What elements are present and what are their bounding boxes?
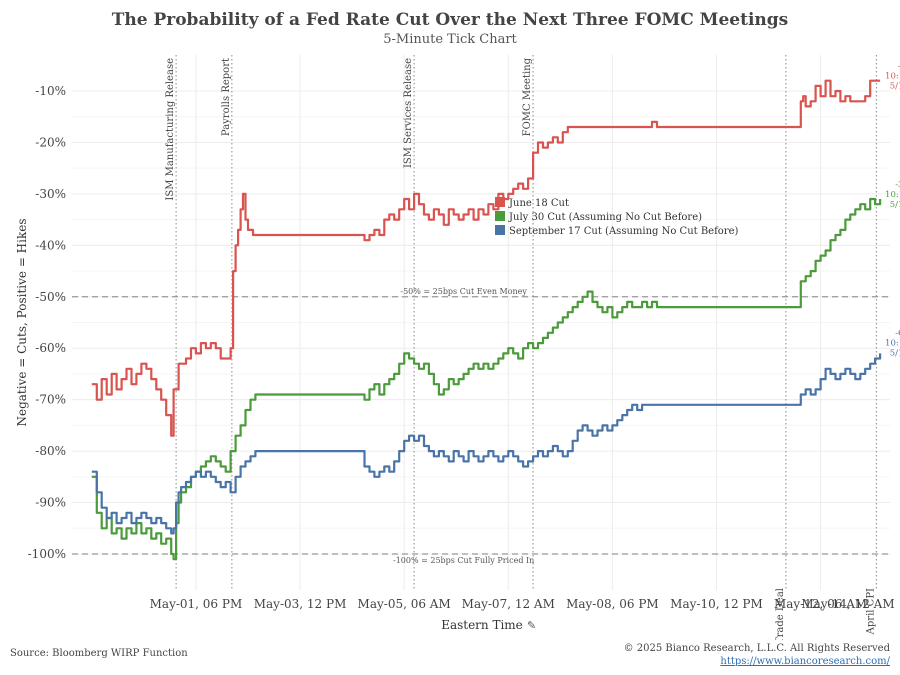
legend-label: September 17 Cut (Assuming No Cut Before… [509, 226, 739, 237]
event-label: China Trade Deal [775, 588, 786, 640]
x-tick-label: May-14, 12 AM [801, 597, 894, 611]
x-tick-label: May-05, 06 AM [358, 597, 451, 611]
y-tick-label: -30% [35, 187, 66, 201]
website-link[interactable]: https://www.biancoresearch.com/ [720, 656, 890, 667]
series-end-label: 5/13/25 [890, 348, 900, 358]
chart-subtitle: 5-Minute Tick Chart [383, 32, 517, 47]
source-note: Source: Bloomberg WIRP Function [10, 648, 188, 659]
x-tick-label: May-12, 06 AM [774, 597, 867, 611]
y-tick-label: -90% [35, 496, 66, 510]
series-end-label: 10:10 AM [885, 338, 900, 348]
x-tick-label: May-10, 12 PM [670, 597, 763, 611]
x-tick-label: May-08, 06 PM [566, 597, 659, 611]
series-line [91, 353, 882, 535]
event-label: Payrolls Report [221, 58, 232, 136]
series-end-label: 5/13/25 [890, 200, 900, 210]
x-tick-label: May-03, 12 PM [254, 597, 347, 611]
legend-swatch [495, 211, 505, 221]
y-tick-label: -40% [35, 238, 66, 252]
event-label: ISM Services Release [403, 58, 414, 168]
y-tick-label: -20% [35, 135, 66, 149]
reference-line-label: -100% = 25bps Cut Fully Priced In [393, 556, 534, 565]
series-end-label: -31% [895, 180, 900, 190]
series-end-label: -8% [898, 62, 900, 72]
y-tick-label: -50% [35, 290, 66, 304]
pin-icon: ✎ [527, 619, 536, 632]
y-tick-label: -10% [35, 84, 66, 98]
series-end-label: -60% [895, 328, 900, 338]
x-tick-label: May-07, 12 AM [462, 597, 555, 611]
y-tick-label: -70% [35, 393, 66, 407]
y-tick-label: -80% [35, 444, 66, 458]
series-line [91, 197, 882, 561]
x-tick-label: May-01, 06 PM [150, 597, 243, 611]
event-label: FOMC Meeting [522, 57, 533, 136]
y-axis-label: Negative = Cuts, Positive = Hikes [15, 218, 29, 426]
reference-line-label: -50% = 25bps Cut Even Money [400, 287, 527, 296]
legend-swatch [495, 225, 505, 235]
chart-title: The Probability of a Fed Rate Cut Over t… [111, 10, 789, 30]
copyright-block: © 2025 Bianco Research, L.L.C. All Right… [624, 642, 890, 668]
legend-label: June 18 Cut [508, 198, 569, 209]
x-axis-label: Eastern Time [441, 618, 523, 632]
legend-label: July 30 Cut (Assuming No Cut Before) [508, 212, 702, 223]
y-tick-label: -100% [28, 547, 66, 561]
event-label: April CPI [865, 588, 876, 635]
chart-canvas: -10% -20% -30% -40% -50% -60% -70% -80% -90% -100… [15, 55, 900, 640]
series-end-label: 5/13/25 [890, 82, 900, 92]
series-line [91, 79, 881, 437]
series-end-label: 10:10 AM [885, 72, 900, 82]
y-tick-label: -60% [35, 341, 66, 355]
series-end-label: 10:10 AM [885, 190, 900, 200]
legend-swatch [495, 197, 505, 207]
copyright-text: © 2025 Bianco Research, L.L.C. All Right… [623, 643, 890, 654]
event-label: ISM Manufacturing Release [165, 58, 176, 201]
